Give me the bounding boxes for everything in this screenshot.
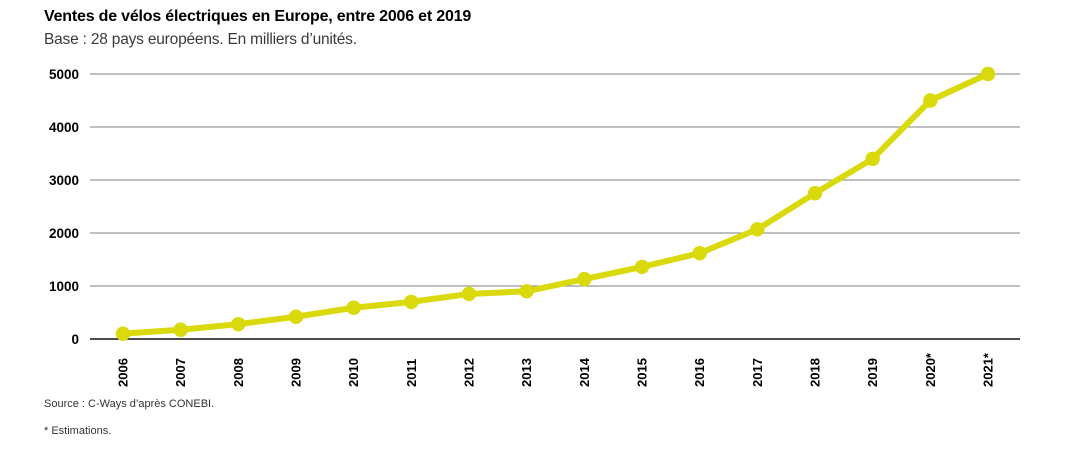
data-point-marker: [404, 294, 419, 310]
x-tick-label: 2007: [173, 358, 188, 387]
x-tick-label: 2015: [635, 358, 650, 387]
x-tick-label: 2016: [692, 358, 707, 387]
x-tick-label: 2013: [519, 358, 534, 387]
data-point-marker: [115, 326, 131, 341]
line-chart-figure: 0 1000 2000 3000 4000 5000 2006 2007 2008 2009 201…: [49, 66, 1020, 387]
x-tick-label: 2012: [462, 358, 477, 387]
x-tick-label: 2021*: [981, 352, 996, 387]
y-tick-label: 3000: [49, 173, 79, 188]
y-tick-label: 2000: [49, 226, 79, 241]
x-tick-label: 2010: [346, 358, 361, 387]
data-point-marker: [461, 286, 477, 302]
data-point-marker: [231, 316, 246, 332]
data-point-marker: [173, 322, 188, 337]
x-tick-label: 2009: [289, 358, 304, 387]
x-tick-label: 2019: [865, 358, 880, 387]
x-tick-label: 2017: [750, 358, 765, 387]
y-tick-label: 4000: [49, 120, 79, 135]
chart-subtitle: Base : 28 pays européens. En milliers d’…: [44, 31, 357, 48]
data-point-marker: [865, 151, 880, 166]
x-tick-label: 2014: [577, 357, 592, 387]
y-tick-label: 5000: [49, 67, 79, 82]
source-note: Source : C-Ways d’après CONEBI.: [44, 398, 215, 410]
data-point-marker: [577, 271, 592, 287]
data-point-marker: [923, 93, 938, 108]
data-point-marker: [807, 186, 823, 201]
data-point-marker: [750, 222, 765, 237]
data-point-marker: [980, 66, 996, 82]
data-point-marker: [519, 284, 534, 299]
data-point-marker: [692, 245, 707, 261]
data-point-marker: [634, 259, 650, 275]
series-line: [120, 71, 991, 337]
y-tick-label: 1000: [49, 279, 79, 294]
x-tick-label: 2018: [808, 358, 823, 387]
x-tick-label: 2008: [231, 358, 246, 387]
line-chart: 0 1000 2000 3000 4000 5000 2006 2007 2008 2009 201…: [49, 66, 1020, 387]
x-tick-label: 2011: [404, 359, 419, 387]
chart-title: Ventes de vélos électriques en Europe, e…: [44, 8, 472, 25]
estimation-note: * Estimations.: [44, 425, 112, 437]
x-tick-label: 2020*: [923, 352, 938, 387]
y-tick-label: 0: [71, 332, 79, 347]
x-tick-label: 2006: [116, 358, 131, 387]
data-point-marker: [288, 309, 304, 324]
data-point-marker: [346, 300, 361, 315]
